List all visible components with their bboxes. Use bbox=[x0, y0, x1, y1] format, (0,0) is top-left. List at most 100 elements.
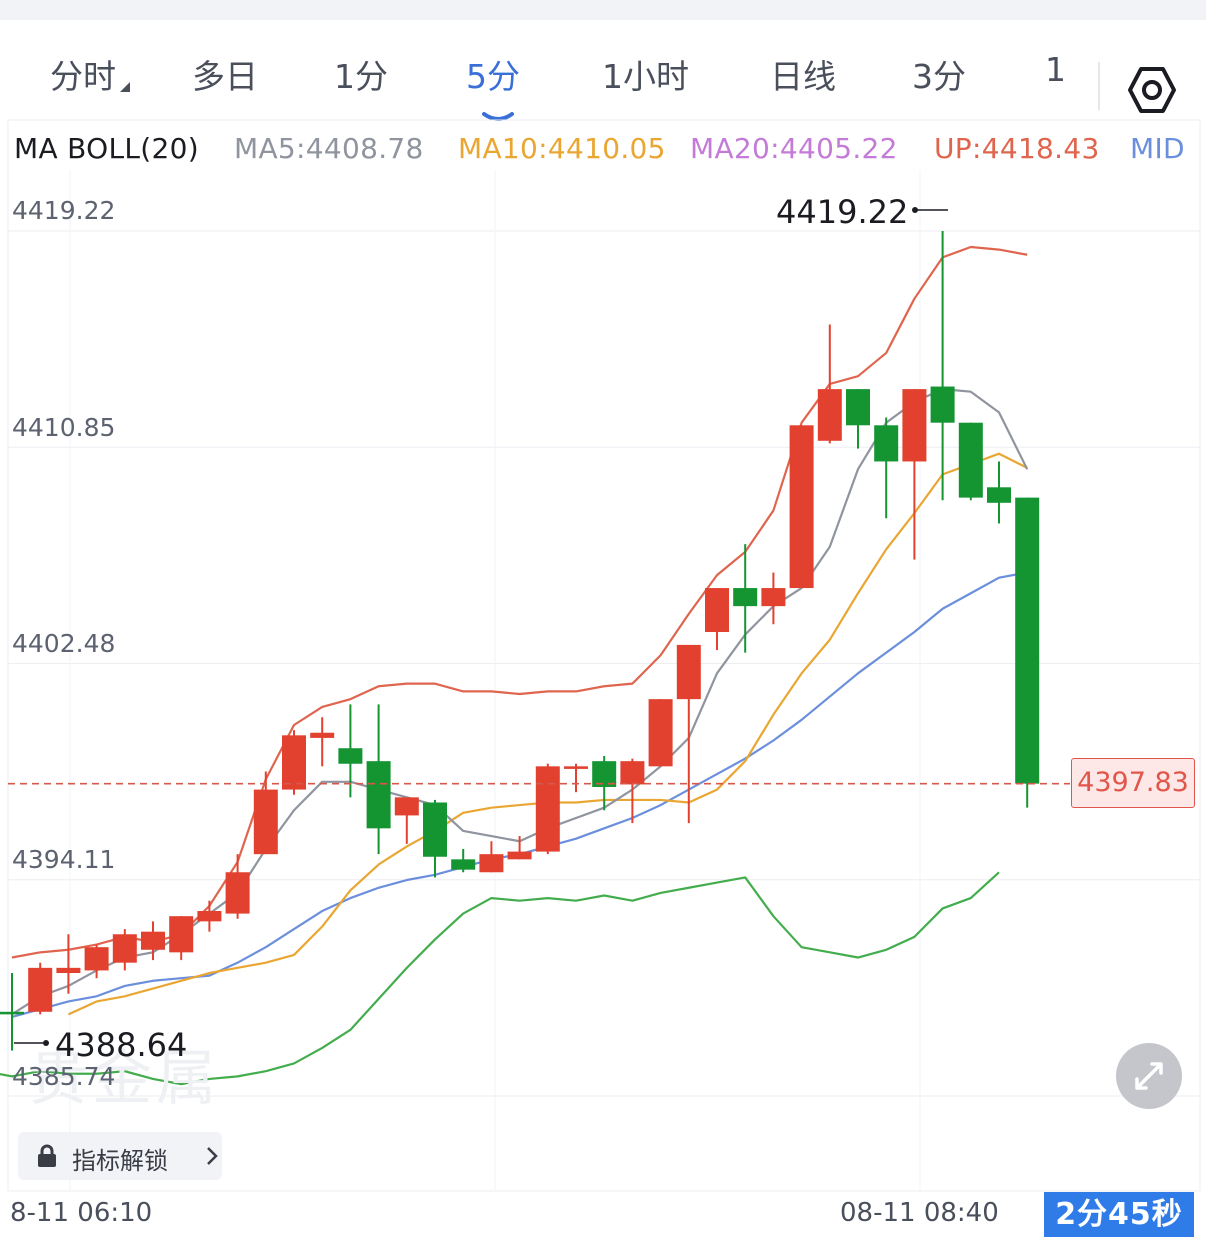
tab-daily[interactable]: 日线 bbox=[770, 57, 836, 96]
candle-down bbox=[733, 544, 758, 653]
y-axis-label: 4419.22 bbox=[12, 196, 116, 225]
candle-body bbox=[592, 761, 617, 787]
candle-body bbox=[817, 389, 842, 441]
candle-up bbox=[141, 921, 165, 961]
candle-body bbox=[56, 967, 81, 974]
period-tabs: 分时 多日 1分 5分 1小时 日线 3分 1 bbox=[0, 20, 1206, 121]
candle-up bbox=[761, 572, 786, 625]
y-axis-label: 4394.11 bbox=[12, 845, 116, 874]
current-price-tag: 4397.83 bbox=[1071, 758, 1195, 808]
candle-up bbox=[282, 730, 306, 795]
ma5-line bbox=[11, 388, 1029, 1016]
candle-up bbox=[112, 929, 137, 971]
candle-body bbox=[451, 859, 476, 870]
expand-fullscreen-button[interactable] bbox=[1116, 1043, 1182, 1109]
candle-body bbox=[648, 699, 673, 767]
candle-down bbox=[1015, 497, 1040, 808]
candle-body bbox=[676, 644, 701, 700]
chart-frame bbox=[7, 119, 1201, 1192]
candle-up bbox=[253, 771, 278, 855]
candle-up bbox=[620, 758, 645, 824]
tab-1hour[interactable]: 1小时 bbox=[602, 57, 689, 96]
candle-body bbox=[479, 854, 504, 873]
candle-up bbox=[197, 900, 222, 932]
boll-mid-line bbox=[11, 571, 1028, 1019]
hexagon-settings-icon[interactable] bbox=[1126, 64, 1178, 116]
candle-body bbox=[930, 386, 955, 423]
tab-divider bbox=[1098, 62, 1100, 110]
candle-body bbox=[197, 911, 222, 922]
candle-up bbox=[902, 389, 927, 560]
tab-more[interactable]: 1 bbox=[1045, 50, 1066, 89]
legend-boll-up: UP:4418.43 bbox=[934, 132, 1100, 165]
tab-fenshi[interactable]: 分时 bbox=[50, 50, 130, 98]
candle-body bbox=[761, 588, 786, 607]
candle-up bbox=[56, 934, 81, 994]
candle-countdown: 2分45秒 bbox=[1044, 1192, 1194, 1237]
candle-down bbox=[930, 231, 955, 501]
candle-body bbox=[535, 766, 560, 852]
tab-1min[interactable]: 1分 bbox=[334, 57, 388, 96]
candle-up bbox=[535, 763, 560, 855]
boll-lower-line bbox=[0, 871, 1000, 1086]
candle-up bbox=[169, 916, 194, 961]
candle-up bbox=[648, 699, 673, 767]
candle-body bbox=[507, 851, 532, 860]
chevron-right-icon bbox=[207, 1147, 218, 1165]
candle-body bbox=[987, 487, 1011, 503]
candle-body bbox=[282, 735, 306, 790]
low-marker-dot bbox=[43, 1040, 49, 1046]
candle-body bbox=[253, 789, 278, 855]
candle-body bbox=[1015, 497, 1040, 784]
candle-body bbox=[564, 766, 588, 769]
tab-5min[interactable]: 5分 bbox=[466, 57, 520, 96]
candle-body bbox=[958, 422, 983, 498]
candle-down bbox=[592, 755, 617, 811]
candle-body bbox=[169, 916, 194, 953]
y-axis-label: 4410.85 bbox=[12, 413, 116, 442]
candle-up bbox=[479, 841, 504, 873]
y-axis-label: 4402.48 bbox=[12, 629, 116, 658]
lock-icon bbox=[38, 1144, 56, 1167]
legend-ma5: MA5:4408.78 bbox=[234, 132, 424, 165]
candle-body bbox=[705, 588, 729, 632]
candle-up bbox=[28, 962, 53, 1015]
candle-up bbox=[564, 763, 588, 793]
candle-up bbox=[394, 797, 419, 844]
status-strip bbox=[0, 0, 1206, 20]
candle-down bbox=[874, 417, 899, 519]
candle-down bbox=[451, 849, 476, 873]
indicator-legend: MA BOLL(20) MA5:4408.78 MA10:4410.05 MA2… bbox=[0, 126, 1206, 170]
candle-body bbox=[874, 425, 899, 462]
high-price-marker: 4419.22 bbox=[776, 193, 909, 231]
expand-arrows-icon bbox=[1135, 1062, 1163, 1090]
indicator-unlock-button[interactable]: 指标解锁 bbox=[18, 1132, 222, 1180]
tab-3min[interactable]: 3分 bbox=[912, 57, 966, 96]
candle-down bbox=[0, 973, 24, 1051]
legend-ma20: MA20:4405.22 bbox=[690, 132, 898, 165]
time-start-label: 8-11 06:10 bbox=[10, 1198, 153, 1228]
active-tab-indicator bbox=[482, 112, 514, 121]
tab-multiday[interactable]: 多日 bbox=[192, 57, 258, 96]
legend-ma10: MA10:4410.05 bbox=[458, 132, 666, 165]
candle-body bbox=[225, 872, 250, 914]
candle-down bbox=[846, 389, 870, 449]
candle-body bbox=[84, 947, 109, 971]
candle-body bbox=[620, 761, 645, 785]
low-price-marker: 4388.64 bbox=[55, 1026, 188, 1064]
y-axis-label: 4385.74 bbox=[12, 1062, 116, 1091]
candle-body bbox=[846, 389, 870, 426]
candle-body bbox=[789, 425, 814, 589]
candle-body bbox=[902, 389, 927, 462]
candle-up bbox=[225, 854, 250, 919]
candle-body bbox=[310, 732, 335, 738]
candle-down bbox=[987, 461, 1011, 524]
candle-body bbox=[733, 588, 758, 607]
candle-up bbox=[789, 425, 814, 589]
legend-indicator[interactable]: MA BOLL(20) bbox=[14, 132, 199, 165]
candle-body bbox=[0, 1011, 24, 1015]
legend-boll-mid: MID bbox=[1130, 132, 1185, 165]
candle-up bbox=[507, 836, 532, 860]
ma10-line bbox=[67, 452, 1028, 1016]
